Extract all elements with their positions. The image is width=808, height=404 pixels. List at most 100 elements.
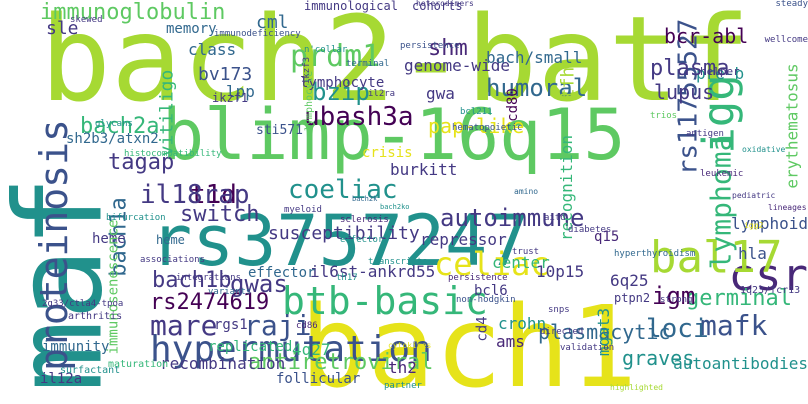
cloud-word: graves (622, 346, 695, 370)
cloud-word: tfh (557, 66, 579, 100)
cloud-word: surfactant (60, 365, 121, 376)
cloud-word: steady (775, 0, 808, 9)
cloud-word: repressor (420, 230, 507, 249)
cloud-word: skewed (70, 15, 103, 25)
cloud-word: il6st-ankrd55 (310, 262, 436, 281)
cloud-word: loci (646, 314, 709, 344)
cloud-word: glycans (95, 119, 133, 129)
cloud-word: effector (248, 265, 316, 281)
cloud-word: antiretroviral (248, 350, 434, 375)
cloud-word: variants (208, 287, 252, 297)
cloud-word: integrations (176, 273, 242, 283)
cloud-word: crisis (362, 145, 413, 161)
cloud-word: aitd (544, 213, 566, 223)
cloud-word: sle (46, 18, 79, 39)
cloud-word: rs2474619 (150, 290, 270, 315)
cloud-word: 6q25 (610, 271, 649, 290)
cloud-word: lpp (226, 82, 255, 101)
cloud-word: igg2 (744, 221, 764, 230)
cloud-word: replicated (208, 339, 293, 355)
cloud-word: immunodeficiency (214, 29, 301, 39)
cloud-word: terminal (346, 59, 390, 69)
cloud-word: ams (496, 332, 525, 351)
cloud-word: ikzf3 (302, 56, 313, 85)
cloud-word: transcripts (368, 257, 428, 267)
cloud-word: pre-b (696, 64, 745, 83)
cloud-word: gwas (230, 270, 288, 298)
cloud-word: susceptibility (268, 223, 420, 244)
cloud-word: bcl211 (460, 107, 493, 117)
cloud-word: th2 (388, 358, 417, 377)
cloud-word: bach2-batf (40, 0, 751, 128)
cloud-word: leukemic (700, 169, 744, 179)
cloud-word: hematopoietic (452, 123, 523, 133)
cloud-word: wellcome (764, 35, 808, 45)
cloud-word: follicular (276, 371, 361, 387)
cloud-word: highlighted (610, 383, 663, 392)
cloud-word: trios (650, 111, 678, 121)
cloud-word: strong (660, 295, 693, 305)
cloud-word: btb-basic (282, 279, 488, 323)
cloud-word: associations (140, 255, 206, 265)
cloud-word: igm (652, 282, 696, 310)
cloud-word: bcl6 (474, 283, 508, 299)
cloud-word: lupus (654, 80, 715, 104)
cloud-word: myeloid (284, 205, 322, 215)
cloud-word: tagap (108, 150, 175, 175)
cloud-word: crohn (498, 314, 547, 333)
cloud-word: oxidative (742, 145, 786, 154)
cloud-word: burkitt (390, 160, 458, 179)
cloud-word: sclerosis (340, 215, 389, 225)
cloud-word: helper (700, 65, 740, 78)
cloud-word: gwa (426, 84, 455, 103)
cloud-word: ikzf1 (212, 91, 249, 105)
cloud-word: cd80 (504, 88, 521, 122)
cloud-word: directed (540, 327, 584, 337)
cloud-word: bach/small (486, 48, 583, 67)
cloud-word: t1d (190, 180, 237, 210)
cloud-word: immunity (42, 339, 110, 355)
cloud-word: bal17 (650, 232, 783, 283)
cloud-word: celiac (434, 245, 550, 283)
cloud-word: effector (340, 235, 384, 245)
cloud-word: il12a (40, 371, 83, 387)
cloud-word: autoimmune (440, 204, 585, 232)
cloud-word: rgs1 (214, 317, 248, 333)
cloud-word: shm (428, 36, 468, 61)
cloud-word: plasma (650, 56, 730, 81)
cloud-word: prdm1 (290, 39, 381, 74)
cloud-word: immunoglobulin (40, 0, 226, 25)
cloud-word: bach2k (352, 195, 378, 203)
cloud-word: blimp-16q15 (162, 94, 626, 176)
cloud-word: maturation (108, 359, 169, 370)
cloud-word: mafk (700, 309, 768, 342)
cloud-word: sh2b3/atxn2 (66, 131, 159, 147)
cloud-word: hla (738, 244, 767, 263)
cloud-word: il18rap (140, 180, 250, 210)
cloud-word: bv173 (198, 64, 253, 85)
cloud-word: trust (512, 247, 540, 257)
cloud-word: amino (514, 187, 539, 196)
cloud-word: rs3757247 (150, 200, 530, 282)
cloud-word: raji (244, 309, 312, 342)
cloud-word: histocompatibility (124, 149, 222, 159)
cloud-word: center (492, 253, 550, 272)
cloud-word: hyperthyroidism (614, 249, 696, 259)
cloud-word: bach1 (300, 283, 638, 404)
cloud-word: csr (728, 250, 808, 301)
cloud-word: diabetes (568, 225, 612, 235)
cloud-word: bcr-abl (664, 24, 749, 48)
cloud-word: q15 (594, 229, 620, 245)
cloud-word: immunosenescence (105, 219, 122, 355)
cloud-word: arthritis (68, 311, 123, 322)
cloud-word: hypermutation (150, 329, 432, 370)
cloud-word: recombination (160, 354, 286, 373)
cloud-word: heme (92, 231, 126, 247)
cloud-word: proteinosis (31, 119, 76, 371)
cloud-word: genome-wide (404, 56, 510, 75)
cloud-word: bach1b (152, 268, 232, 293)
cloud-word: immunological (304, 0, 398, 13)
cloud-word: erythematosus (782, 63, 802, 189)
cloud-word: lymphoid (730, 214, 808, 233)
